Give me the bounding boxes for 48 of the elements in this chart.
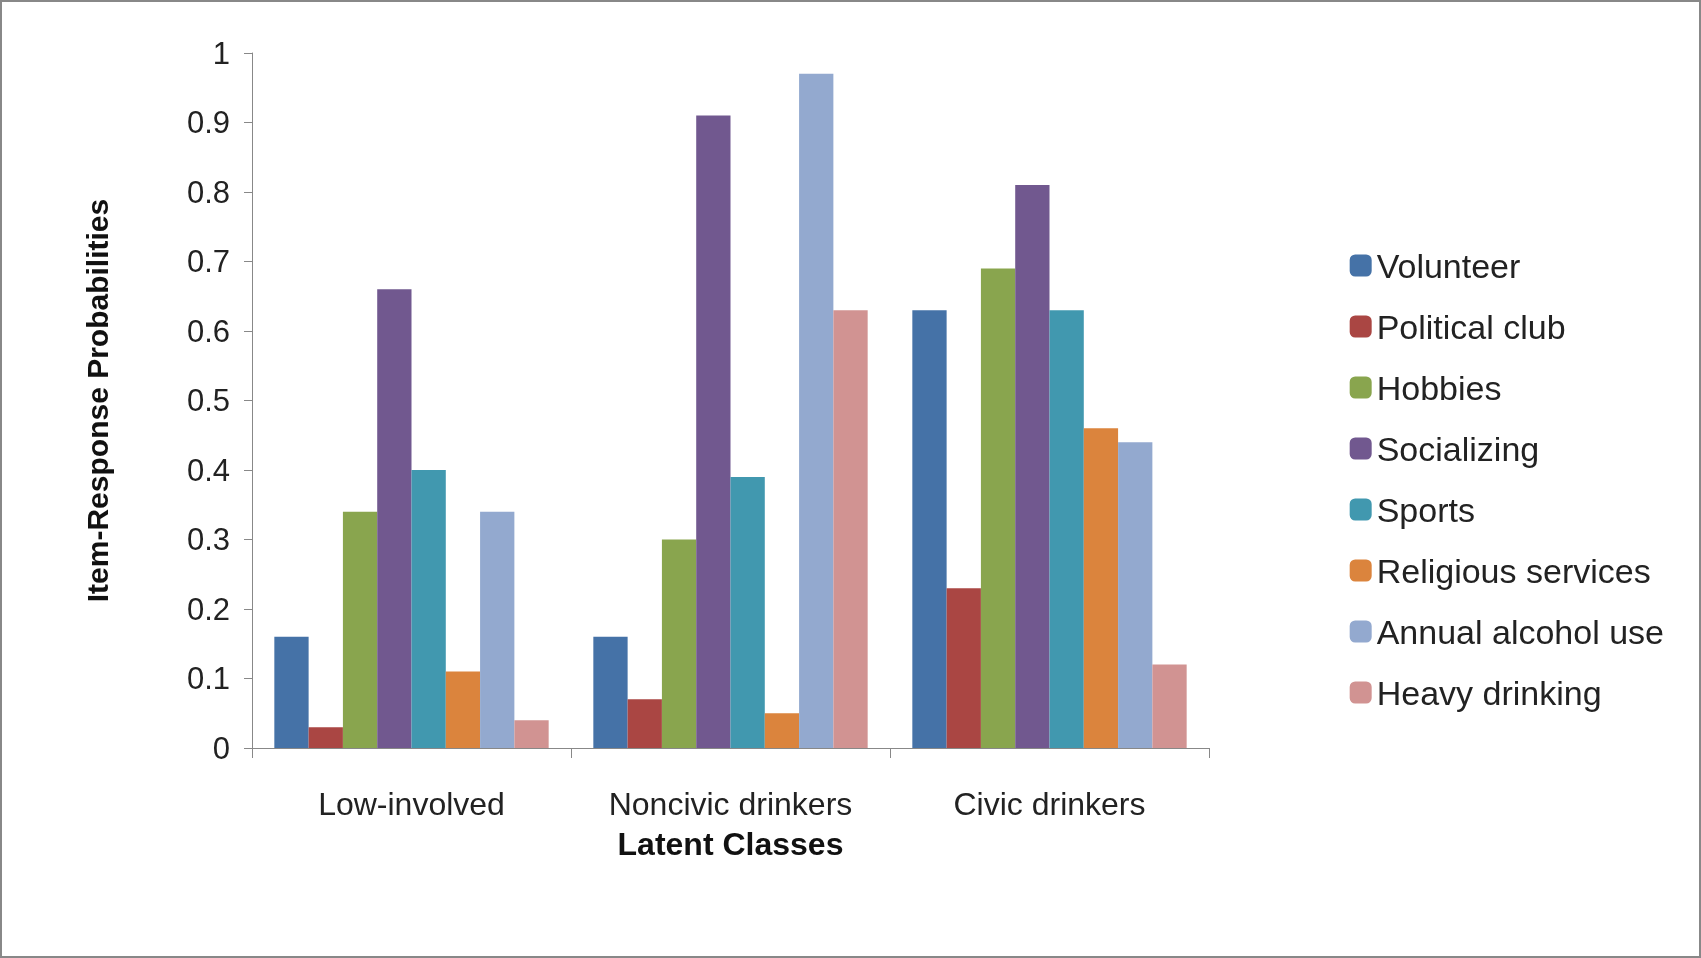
bar [946,588,981,748]
y-tick-label: 1 [212,35,230,71]
bar [445,671,481,748]
y-tick-label: 0.1 [186,661,230,696]
bar [912,310,947,748]
x-tick-label: Low-involved [318,786,505,822]
bar [1083,428,1119,748]
y-tick-label: 0.3 [186,522,230,557]
legend-label: Religious services [1376,551,1651,590]
legend-label: Sports [1376,490,1475,529]
bar [799,73,834,748]
bar [308,727,343,748]
bar [661,539,697,748]
bar [274,636,309,748]
legend-label: Hobbies [1376,368,1502,407]
y-tick-label: 0.2 [186,591,230,627]
bar [593,636,628,748]
y-tick-label: 0.8 [186,174,230,210]
bar [764,713,800,748]
legend-label: Heavy drinking [1376,673,1602,712]
x-axis-title: Latent Classes [617,826,844,862]
bar [1118,442,1153,748]
y-axis-title: Item-Response Probabilities [80,198,114,603]
bar [1152,664,1187,748]
bar [833,310,868,748]
bar [1015,185,1050,748]
bar [1049,310,1084,748]
bar [411,470,446,748]
x-tick-label: Noncivic drinkers [608,786,853,822]
y-tick-label: 0.6 [186,313,230,349]
y-tick-label: 0 [212,730,230,766]
legend-label: Socializing [1376,429,1540,468]
bar [627,699,662,748]
legend-label: Political club [1376,307,1566,346]
y-tick-label: 0.4 [186,452,230,488]
x-tick-label: Civic drinkers [953,786,1146,822]
legend-label: Volunteer [1376,246,1521,285]
bar [514,720,549,748]
legend-label: Annual alcohol use [1376,612,1664,651]
y-tick-label: 0.9 [186,105,230,140]
y-tick-label: 0.5 [186,383,230,418]
y-tick-label: 0.7 [186,244,230,279]
bar [377,289,412,748]
bar [730,476,765,748]
bar [696,115,731,748]
bar [342,511,378,748]
bar [980,268,1016,748]
bar [480,511,515,748]
